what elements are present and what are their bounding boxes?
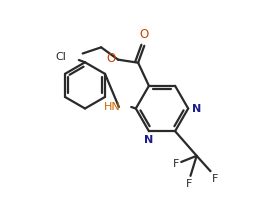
Text: N: N (144, 135, 153, 145)
Text: N: N (192, 103, 201, 114)
Text: F: F (212, 174, 218, 184)
Text: Cl: Cl (56, 52, 67, 62)
Text: O: O (140, 28, 149, 41)
Text: O: O (106, 52, 116, 65)
Text: F: F (186, 179, 192, 189)
Text: F: F (173, 159, 179, 168)
Text: HN: HN (104, 102, 120, 112)
